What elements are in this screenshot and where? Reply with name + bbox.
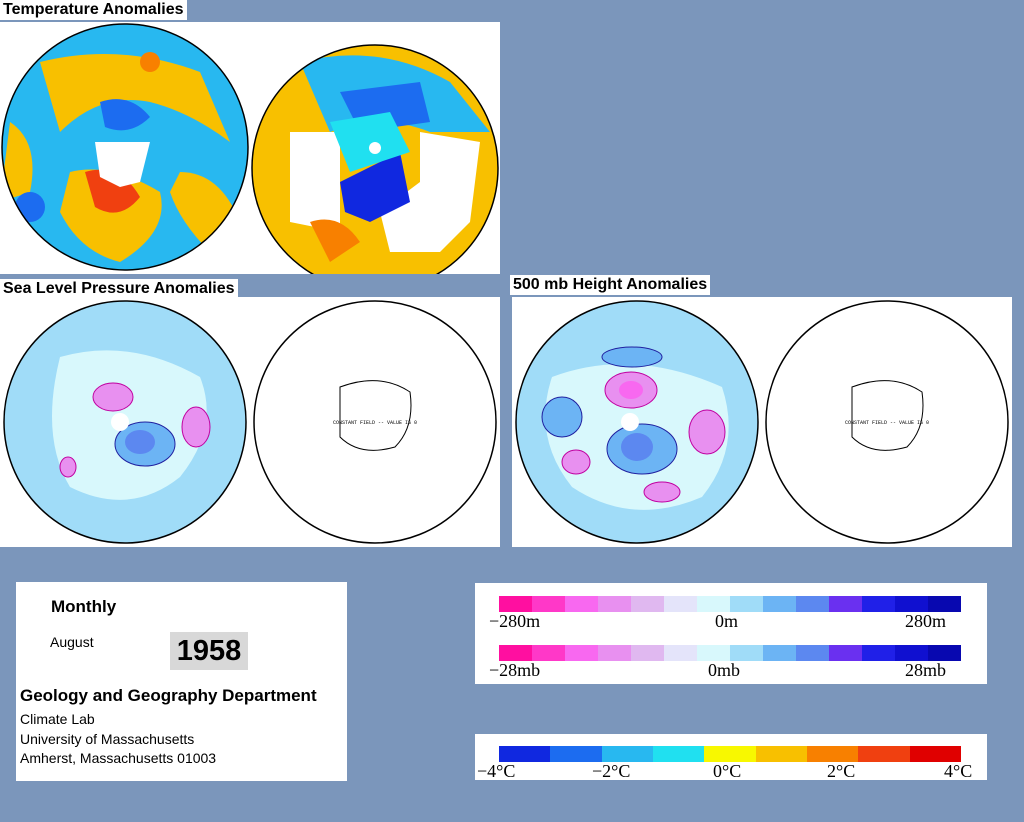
temp-scale-tick-2: −2°C xyxy=(592,761,631,781)
height-scale-bar xyxy=(499,596,961,612)
pressure-scale-swatch xyxy=(499,645,532,661)
period-label: Monthly xyxy=(51,597,117,616)
pressure-scale-swatch xyxy=(697,645,730,661)
department-label: Geology and Geography Department xyxy=(20,686,317,705)
pressure-scale-swatch xyxy=(565,645,598,661)
slp-panel: CONSTANT FIELD -- VALUE IS 0 xyxy=(0,297,500,547)
height-panel: CONSTANT FIELD -- VALUE IS 0 xyxy=(512,297,1012,547)
temperature-scale-swatch xyxy=(704,746,756,762)
temp-scale-tick-4: 2°C xyxy=(827,761,856,781)
temperature-scale-swatch xyxy=(499,746,551,762)
temperature-scale-bar xyxy=(499,746,961,762)
height-scale-swatch xyxy=(928,596,961,612)
temperature-title: Temperature Anomalies xyxy=(0,0,187,20)
height-scale-left: −280m xyxy=(489,611,541,631)
height-title: 500 mb Height Anomalies xyxy=(510,275,711,295)
pressure-scale-swatch xyxy=(895,645,928,661)
pressure-scale-swatch xyxy=(763,645,796,661)
temperature-maps xyxy=(1,23,499,274)
pressure-scale-swatch xyxy=(730,645,763,661)
address-label: Amherst, Massachusetts 01003 xyxy=(20,750,217,766)
pressure-scale-center: 0mb xyxy=(708,660,741,680)
south-height-map xyxy=(765,300,1009,544)
temperature-scale-box: −4°C −2°C 0°C 2°C 4°C xyxy=(475,734,987,781)
temp-scale-tick-5: 4°C xyxy=(944,761,973,781)
pressure-scale-right: 28mb xyxy=(905,660,947,680)
lab-label: Climate Lab xyxy=(20,711,95,727)
height-scale-swatch xyxy=(796,596,829,612)
height-scale-center: 0m xyxy=(715,611,739,631)
month-label: August xyxy=(50,634,94,650)
height-scale-swatch xyxy=(895,596,928,612)
year-label: 1958 xyxy=(170,632,248,670)
anomaly-scale-box: −280m 0m 280m −28mb 0mb 28mb xyxy=(475,583,987,684)
university-label: University of Massachusetts xyxy=(20,731,195,747)
temperature-scale-swatch xyxy=(652,746,705,762)
pressure-scale-swatch xyxy=(829,645,862,661)
pressure-scale-swatch xyxy=(796,645,829,661)
constant-field-label: CONSTANT FIELD -- VALUE IS 0 xyxy=(333,420,417,426)
temperature-scale-swatch xyxy=(909,746,961,762)
height-scale-swatch xyxy=(862,596,895,612)
north-slp-map xyxy=(4,301,246,543)
height-scale-swatch xyxy=(697,596,730,612)
pressure-scale-bar xyxy=(499,645,961,661)
height-scale-swatch xyxy=(499,596,532,612)
height-scale-swatch xyxy=(730,596,763,612)
height-scale-swatch xyxy=(565,596,598,612)
temperature-scale-swatch xyxy=(550,746,602,762)
height-scale-right: 280m xyxy=(905,611,947,631)
slp-title: Sea Level Pressure Anomalies xyxy=(0,279,238,299)
height-scale-swatch xyxy=(763,596,796,612)
slp-maps: CONSTANT FIELD -- VALUE IS 0 xyxy=(3,300,497,544)
south-temperature-map xyxy=(252,45,498,274)
height-scale-swatch xyxy=(664,596,697,612)
temperature-panel xyxy=(0,22,500,274)
pressure-scale-swatch xyxy=(862,645,895,661)
pressure-scale-swatch xyxy=(598,645,631,661)
temp-scale-tick-3: 0°C xyxy=(713,761,742,781)
constant-field-label: CONSTANT FIELD -- VALUE IS 0 xyxy=(845,420,929,426)
pressure-scale-swatch xyxy=(532,645,565,661)
pressure-scale-left: −28mb xyxy=(489,660,541,680)
temp-scale-tick-1: −4°C xyxy=(477,761,516,781)
north-height-map xyxy=(516,301,758,543)
temperature-scale-swatch xyxy=(806,746,859,762)
temperature-scale-swatch xyxy=(755,746,807,762)
info-box: Monthly August 1958 Geology and Geograph… xyxy=(16,582,347,781)
temperature-scale-swatch xyxy=(601,746,653,762)
height-scale-swatch xyxy=(598,596,631,612)
height-scale-swatch xyxy=(829,596,862,612)
pressure-scale-swatch xyxy=(928,645,961,661)
pressure-scale-swatch xyxy=(664,645,697,661)
temperature-scale-swatch xyxy=(858,746,910,762)
height-scale-swatch xyxy=(532,596,565,612)
pressure-scale-swatch xyxy=(631,645,664,661)
height-scale-swatch xyxy=(631,596,664,612)
south-slp-map xyxy=(253,300,497,544)
height-maps: CONSTANT FIELD -- VALUE IS 0 xyxy=(515,300,1009,544)
